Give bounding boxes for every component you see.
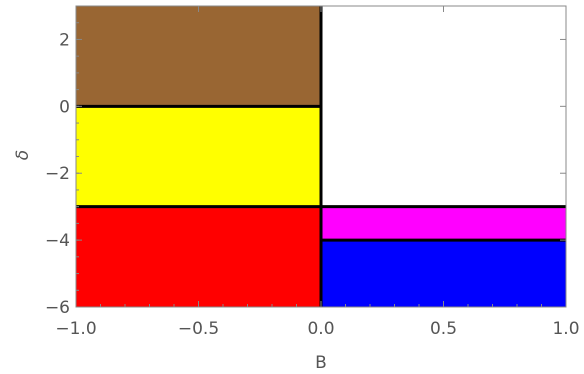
region-3 [321,6,566,207]
region-1 [76,106,321,207]
x-axis-label: B [315,353,327,373]
y-tick-label-1: −4 [45,231,70,251]
region-4 [321,206,566,241]
x-tick-label-4: 1.0 [552,319,579,339]
x-tick-label-0: −1.0 [55,319,96,339]
y-axis-ticks: −6 −4 −2 0 2 [45,5,566,318]
x-axis-ticks: −1.0 −0.5 0.0 0.5 1.0 [55,6,580,339]
boundaries-layer [76,6,566,307]
region-5 [321,240,566,307]
y-axis-label: δ [13,150,33,160]
regions-layer [76,6,566,307]
y-tick-label-3: 0 [59,97,70,117]
region-2 [76,206,321,307]
y-tick-label-0: −6 [45,298,70,318]
x-tick-label-1: −0.5 [178,319,219,339]
x-tick-label-3: 0.5 [430,319,457,339]
y-tick-label-2: −2 [45,164,70,184]
y-tick-label-4: 2 [59,30,70,50]
x-tick-label-2: 0.0 [307,319,334,339]
region-0 [76,6,321,107]
